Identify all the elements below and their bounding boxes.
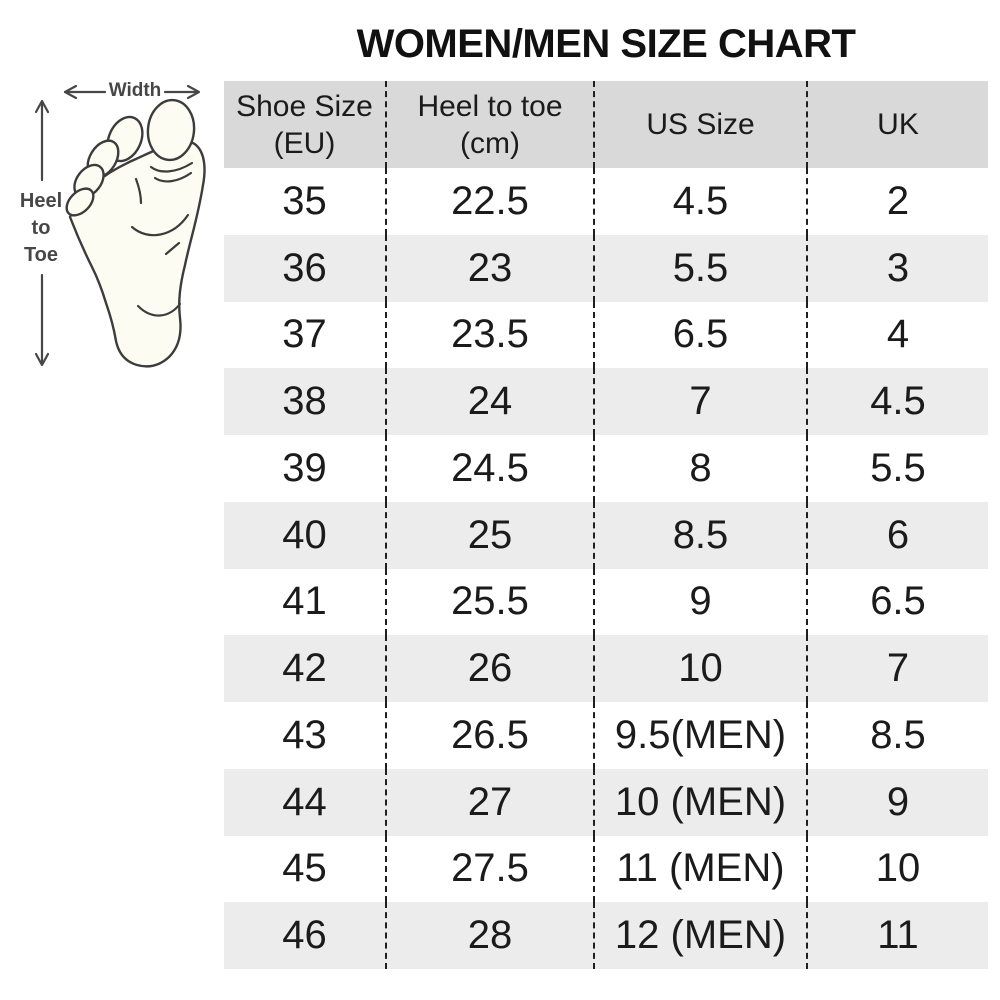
cell-eu-size: 39 — [224, 435, 387, 502]
heel-to-toe-label-line2: to — [31, 217, 51, 239]
cell-uk-size: 5.5 — [870, 445, 926, 490]
table-header-row: Shoe Size (EU) Heel to toe (cm) US Size … — [224, 81, 988, 168]
table-row: 45 27.5 11 (MEN) 10 — [224, 835, 988, 903]
column-header-us-size: US Size — [595, 81, 808, 168]
foot-crease-big-toe-2 — [153, 171, 193, 183]
cell-heel-toe-cm: 22.5 — [387, 168, 595, 235]
page-title: WOMEN/MEN SIZE CHART — [356, 22, 856, 66]
cell-uk-size: 8.5 — [870, 712, 926, 757]
foot-toe-5 — [65, 187, 95, 217]
cell-us-size: 10 — [595, 635, 808, 702]
heel-to-toe-label-line1: Heel — [19, 190, 63, 212]
heel-to-toe-label-line3: Toe — [23, 244, 59, 266]
table-row: 41 25.5 9 6.5 — [224, 568, 988, 636]
foot-crease-ball — [130, 213, 190, 237]
table-row: 37 23.5 6.5 4 — [224, 301, 988, 369]
cell-us-size: 9 — [595, 568, 808, 636]
cell-eu-size: 41 — [224, 568, 387, 636]
column-header-uk-size: UK — [808, 81, 988, 168]
cell-us-size: 10 (MEN) — [595, 768, 808, 836]
column-header-eu-size: Shoe Size (EU) — [224, 81, 387, 168]
cell-eu-size: 42 — [224, 635, 387, 702]
cell-eu-size: 44 — [224, 768, 387, 836]
foot-illustration — [34, 84, 206, 368]
table-row: 38 24 7 4.5 — [224, 368, 988, 435]
cell-eu-size: 36 — [224, 234, 387, 302]
cell-heel-toe-cm: 23 — [387, 234, 595, 302]
cell-uk-size: 6.5 — [870, 579, 926, 624]
table-row: 46 28 12 (MEN) 11 — [224, 902, 988, 969]
column-header-heel-toe-cm: Heel to toe (cm) — [387, 81, 595, 168]
width-label: Width — [108, 80, 162, 101]
width-arrow — [63, 84, 201, 100]
column-header-cm-line1: Heel to toe — [417, 89, 563, 123]
foot-crease-arch-line — [134, 177, 143, 205]
cell-us-size: 8 — [595, 435, 808, 502]
column-header-eu-line2: (EU) — [273, 126, 336, 160]
column-header-us-line1: US Size — [646, 108, 755, 141]
table-row: 43 26.5 9.5(MEN) 8.5 — [224, 702, 988, 769]
cell-uk-size: 2 — [886, 178, 910, 223]
column-header-cm-line2: (cm) — [460, 126, 520, 160]
heel-to-toe-arrow — [34, 99, 50, 367]
foot-crease-big-toe-1 — [149, 161, 194, 173]
cell-uk-size: 7 — [886, 646, 910, 691]
cell-heel-toe-cm: 23.5 — [387, 301, 595, 369]
heel-to-toe-label: Heel to Toe — [20, 188, 62, 269]
cell-us-size: 6.5 — [595, 301, 808, 369]
foot-crease-mid — [164, 241, 181, 256]
cell-uk-size: 6 — [886, 512, 910, 557]
cell-heel-toe-cm: 26 — [387, 635, 595, 702]
table-row: 39 24.5 8 5.5 — [224, 435, 988, 502]
cell-eu-size: 43 — [224, 702, 387, 769]
cell-eu-size: 40 — [224, 501, 387, 569]
cell-us-size: 7 — [595, 368, 808, 435]
table-row: 40 25 8.5 6 — [224, 501, 988, 569]
column-header-eu-line1: Shoe Size — [236, 89, 373, 123]
foot-big-toe — [146, 98, 196, 162]
cell-us-size: 5.5 — [595, 234, 808, 302]
cell-heel-toe-cm: 27 — [387, 768, 595, 836]
cell-eu-size: 38 — [224, 368, 387, 435]
table-row: 42 26 10 7 — [224, 635, 988, 702]
foot-crease-heel — [136, 302, 182, 317]
cell-heel-toe-cm: 28 — [387, 902, 595, 969]
cell-eu-size: 35 — [224, 168, 387, 235]
size-table: Shoe Size (EU) Heel to toe (cm) US Size … — [224, 81, 988, 969]
column-header-uk-line1: UK — [877, 108, 919, 141]
size-table-body: 35 22.5 4.5 2 36 23 5.5 3 37 23.5 6.5 4 … — [224, 168, 988, 969]
cell-us-size: 8.5 — [595, 501, 808, 569]
cell-uk-size: 4 — [886, 312, 910, 357]
cell-uk-size: 9 — [886, 779, 910, 824]
cell-uk-size: 4.5 — [870, 379, 926, 424]
cell-heel-toe-cm: 25.5 — [387, 568, 595, 636]
table-row: 35 22.5 4.5 2 — [224, 168, 988, 235]
cell-us-size: 11 (MEN) — [595, 835, 808, 903]
cell-eu-size: 37 — [224, 301, 387, 369]
table-row: 36 23 5.5 3 — [224, 234, 988, 302]
cell-uk-size: 10 — [875, 846, 921, 891]
cell-heel-toe-cm: 24.5 — [387, 435, 595, 502]
cell-uk-size: 3 — [886, 245, 910, 290]
cell-heel-toe-cm: 26.5 — [387, 702, 595, 769]
cell-heel-toe-cm: 27.5 — [387, 835, 595, 903]
cell-us-size: 9.5(MEN) — [595, 702, 808, 769]
cell-heel-toe-cm: 24 — [387, 368, 595, 435]
cell-eu-size: 46 — [224, 902, 387, 969]
foot-measurement-diagram: Width Heel to Toe — [8, 75, 220, 395]
cell-eu-size: 45 — [224, 835, 387, 903]
cell-us-size: 12 (MEN) — [595, 902, 808, 969]
table-row: 44 27 10 (MEN) 9 — [224, 768, 988, 836]
cell-heel-toe-cm: 25 — [387, 501, 595, 569]
cell-us-size: 4.5 — [595, 168, 808, 235]
cell-uk-size: 11 — [877, 913, 919, 958]
